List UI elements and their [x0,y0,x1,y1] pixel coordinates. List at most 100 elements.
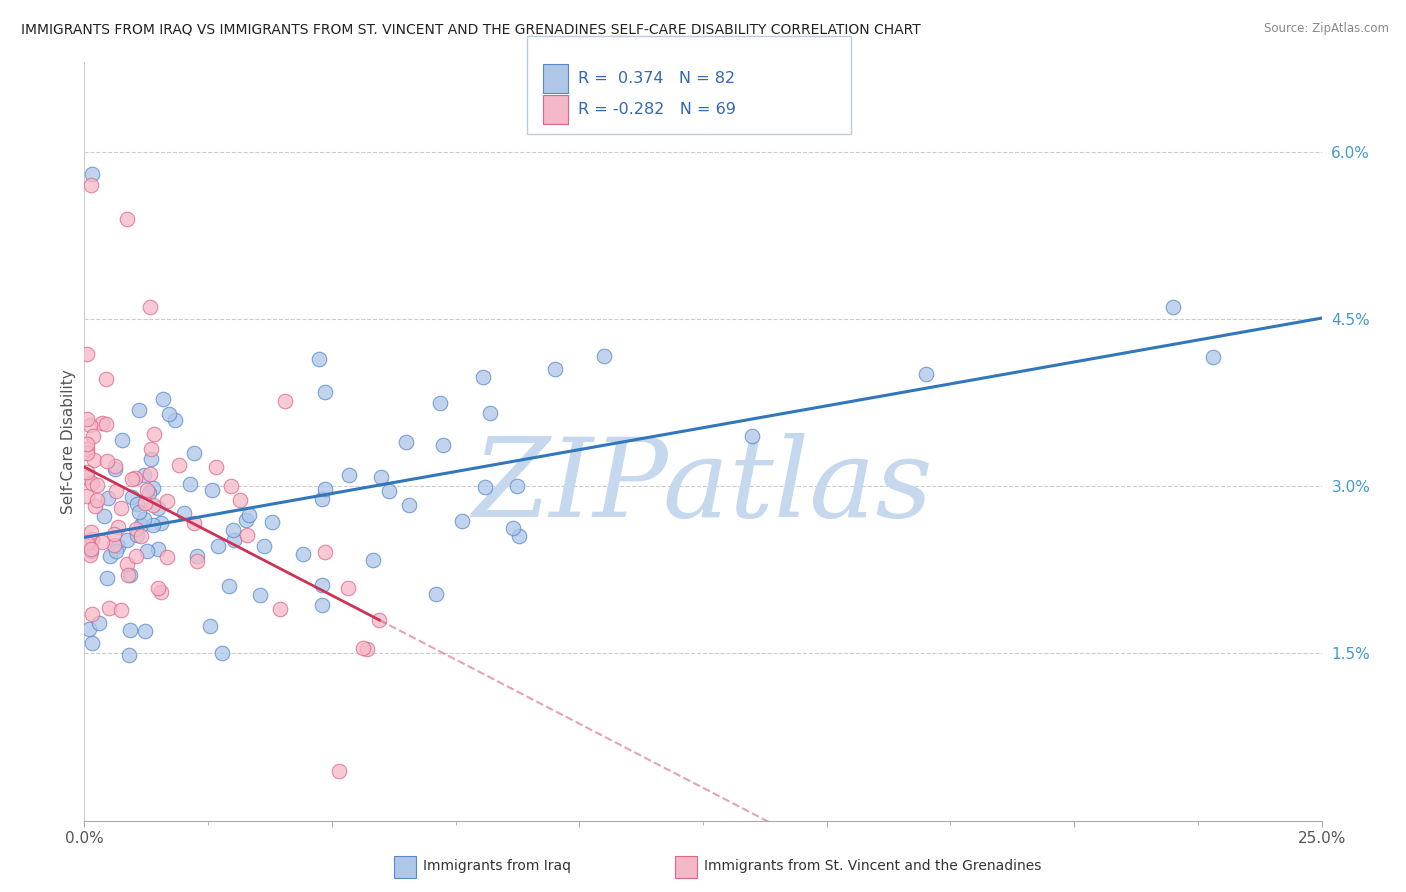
Point [90,416,112,430]
Point [253,540,276,554]
Point [370,469,392,483]
Point [311,491,333,506]
Point [139,442,162,457]
Point [198,618,221,632]
Point [141,452,163,467]
Point [104,458,127,473]
Point [82,429,104,443]
Point [429,396,451,410]
Point [425,587,447,601]
Point [138,467,160,481]
Point [135,544,157,558]
Point [368,613,391,627]
Point [238,508,260,522]
Point [291,547,314,561]
Point [131,517,153,532]
Point [395,434,418,449]
Point [432,438,454,452]
Point [127,528,149,542]
Point [156,494,179,508]
Point [361,553,384,567]
Point [91,534,114,549]
Point [125,522,148,536]
Point [76,347,98,361]
Point [150,584,173,599]
Point [219,478,242,492]
Point [157,407,180,421]
Point [97,491,120,506]
Point [183,516,205,530]
Point [80,607,103,621]
Point [82,167,104,181]
Text: IMMIGRANTS FROM IRAQ VS IMMIGRANTS FROM ST. VINCENT AND THE GRENADINES SELF-CARE: IMMIGRANTS FROM IRAQ VS IMMIGRANTS FROM … [21,22,921,37]
Point [328,764,350,778]
Point [156,550,179,565]
Point [235,513,257,527]
Point [96,571,118,585]
Point [222,523,245,537]
Point [120,623,142,637]
Point [142,481,165,495]
Point [96,372,118,386]
Point [311,598,333,612]
Point [127,497,149,511]
Point [76,489,98,503]
Point [205,459,228,474]
Point [741,429,763,443]
Point [80,532,103,546]
Point [110,500,132,515]
Point [474,480,496,494]
Text: ZIPatlas: ZIPatlas [472,434,934,541]
Point [128,506,150,520]
Y-axis label: Self-Care Disability: Self-Care Disability [60,369,76,514]
Point [76,465,98,479]
Point [110,603,132,617]
Point [148,581,170,595]
Point [146,501,169,516]
Point [173,506,195,520]
Point [107,520,129,534]
Point [165,413,187,427]
Point [451,514,474,528]
Point [138,485,160,500]
Point [80,524,103,539]
Point [76,437,98,451]
Point [115,211,138,226]
Point [98,600,121,615]
Point [218,579,240,593]
Text: Immigrants from St. Vincent and the Grenadines: Immigrants from St. Vincent and the Gren… [704,859,1042,873]
Point [76,446,98,460]
Point [79,418,101,433]
Point [134,624,156,638]
Point [132,511,155,525]
Point [352,640,374,655]
Point [76,411,98,425]
Point [356,641,378,656]
Point [228,493,250,508]
Point [121,491,143,505]
Point [1161,300,1184,314]
Text: R = -0.282   N = 69: R = -0.282 N = 69 [578,103,735,117]
Point [86,478,108,492]
Point [337,581,360,595]
Point [471,370,494,384]
Point [104,461,127,475]
Point [543,361,565,376]
Point [79,622,101,636]
Point [138,301,160,315]
Point [80,544,103,558]
Point [117,533,139,547]
Point [141,498,163,512]
Point [129,529,152,543]
Point [236,528,259,542]
Point [186,554,208,568]
Point [103,538,125,552]
Point [149,516,172,531]
Point [96,453,118,467]
Point [76,470,98,484]
Point [207,539,229,553]
Point [115,557,138,571]
Point [593,349,616,363]
Point [134,495,156,509]
Point [80,475,103,490]
